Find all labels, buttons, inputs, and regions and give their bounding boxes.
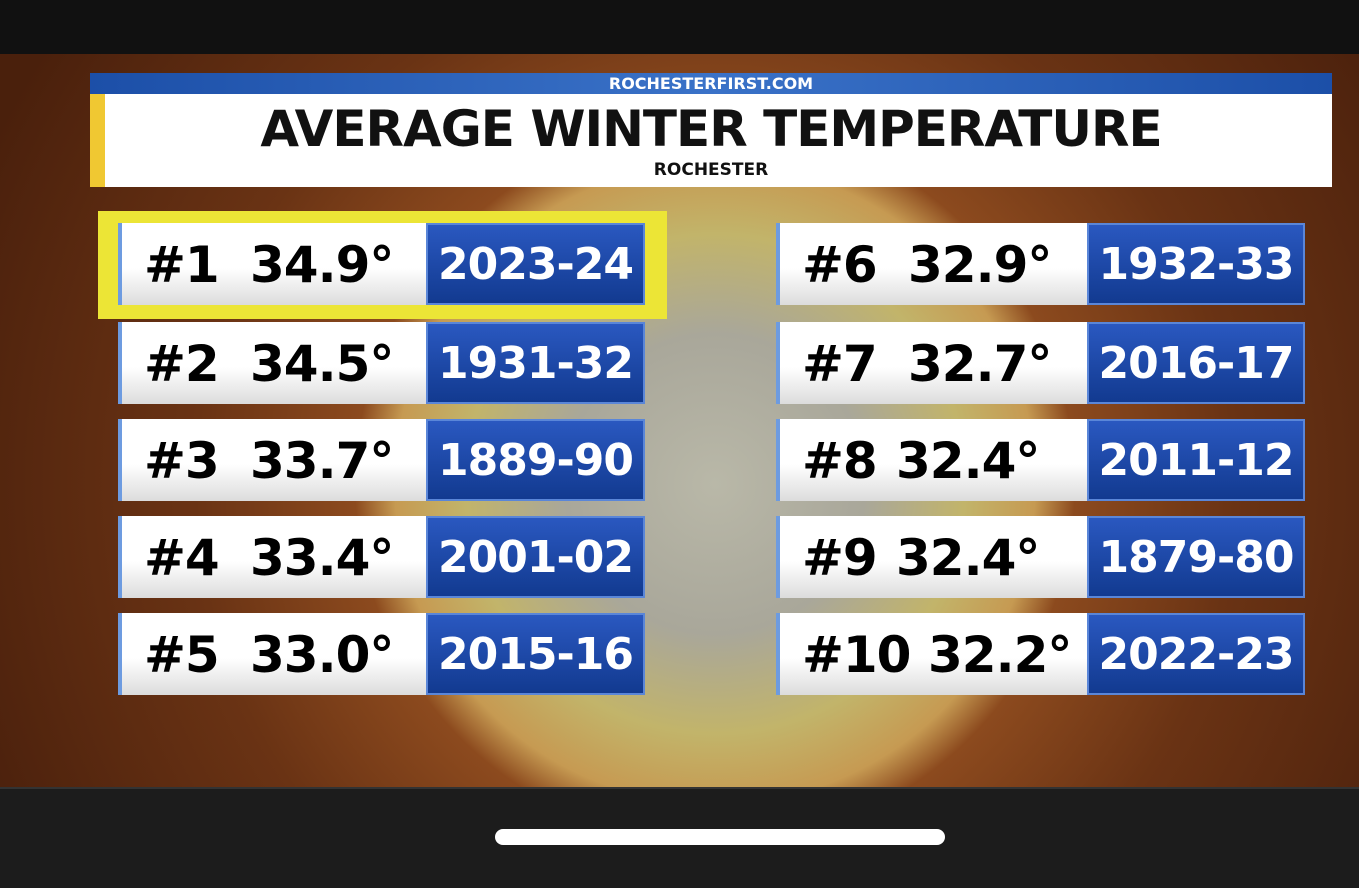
ranking-label: #1 34.9° [118,223,426,305]
rank: #5 [144,626,220,684]
season: 2023-24 [426,223,645,305]
rank: #3 [144,432,220,490]
ranking-label: #4 33.4° [118,516,426,598]
ranking-label: #9 32.4° [776,516,1087,598]
rank: #6 [802,236,878,294]
ranking-row: #5 33.0° 2015-16 [118,613,645,695]
season: 2015-16 [426,613,645,695]
ranking-row: #1 34.9° 2023-24 [118,223,645,305]
ranking-row: #3 33.7° 1889-90 [118,419,645,501]
rank: #9 [802,529,878,587]
header-box: AVERAGE WINTER TEMPERATURE ROCHESTER [90,94,1332,187]
rank: #1 [144,236,220,294]
temperature: 33.0° [250,626,394,684]
season: 2022-23 [1087,613,1305,695]
season: 2016-17 [1087,322,1305,404]
ranking-row: #7 32.7° 2016-17 [776,322,1305,404]
temperature: 32.7° [908,335,1052,393]
season: 1879-80 [1087,516,1305,598]
ranking-row: #2 34.5° 1931-32 [118,322,645,404]
bottom-bar [0,787,1359,888]
accent-bar [90,94,105,187]
subtitle: ROCHESTER [653,160,769,180]
site-strip: ROCHESTERFIRST.COM [90,73,1332,94]
temperature: 32.2° [928,626,1072,684]
season: 1931-32 [426,322,645,404]
temperature: 33.4° [250,529,394,587]
season: 1889-90 [426,419,645,501]
season: 1932-33 [1087,223,1305,305]
ranking-row: #6 32.9° 1932-33 [776,223,1305,305]
ranking-label: #10 32.2° [776,613,1087,695]
temperature: 33.7° [250,432,394,490]
ranking-row: #8 32.4° 2011-12 [776,419,1305,501]
temperature: 32.4° [896,432,1040,490]
rank: #2 [144,335,220,393]
rank: #7 [802,335,878,393]
ranking-row: #9 32.4° 1879-80 [776,516,1305,598]
rank: #8 [802,432,878,490]
ranking-label: #8 32.4° [776,419,1087,501]
ranking-label: #7 32.7° [776,322,1087,404]
ranking-row: #10 32.2° 2022-23 [776,613,1305,695]
ranking-row: #4 33.4° 2001-02 [118,516,645,598]
ranking-label: #2 34.5° [118,322,426,404]
ranking-label: #6 32.9° [776,223,1087,305]
temperature: 32.9° [908,236,1052,294]
home-indicator[interactable] [495,829,945,845]
video-frame: ROCHESTERFIRST.COM AVERAGE WINTER TEMPER… [0,54,1359,787]
season: 2011-12 [1087,419,1305,501]
temperature: 34.9° [250,236,394,294]
temperature: 34.5° [250,335,394,393]
rank: #10 [802,626,911,684]
title: AVERAGE WINTER TEMPERATURE [260,100,1162,158]
rank: #4 [144,529,220,587]
ranking-label: #5 33.0° [118,613,426,695]
ranking-label: #3 33.7° [118,419,426,501]
season: 2001-02 [426,516,645,598]
temperature: 32.4° [896,529,1040,587]
